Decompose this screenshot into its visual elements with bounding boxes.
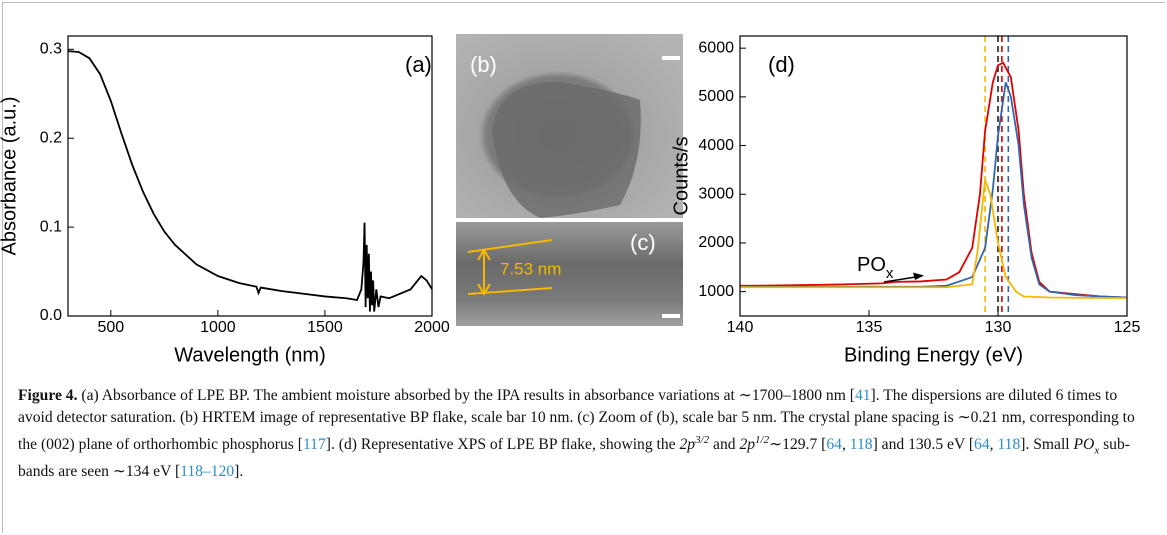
caption: Figure 4. (a) Absorbance of LPE BP. The … [18, 385, 1143, 483]
caption-link[interactable]: 64 [974, 436, 990, 454]
y-tick-label: 0.1 [40, 218, 62, 235]
caption-normal: ]. (d) Representative XPS of LPE BP flak… [325, 436, 680, 454]
y-tick-label: 0.0 [40, 307, 62, 324]
caption-italic: 2p [739, 436, 756, 454]
y-axis-title: Absorbance (a.u.) [0, 97, 20, 256]
caption-italic: 2p [679, 436, 696, 454]
panel-label: (d) [768, 52, 795, 77]
caption-sup: 1/2 [755, 434, 770, 446]
caption-normal: ] and 130.5 eV [ [872, 436, 975, 454]
y-tick-label: 0.2 [40, 129, 62, 146]
panel-label: (c) [630, 230, 656, 255]
panel-label: (b) [470, 52, 497, 77]
flake [492, 81, 641, 218]
caption-italic: PO [1073, 436, 1095, 454]
scale-bar [662, 56, 680, 60]
caption-bold: Figure 4. [18, 387, 78, 404]
caption-normal: sub-bands are seen ∼134 eV [ [18, 436, 1130, 481]
caption-normal: ]. [234, 463, 244, 481]
scale-bar [662, 314, 680, 318]
y-tick-label: 5000 [698, 88, 734, 105]
x-tick-label: 135 [856, 319, 883, 336]
data-line [739, 61, 1128, 299]
caption-link[interactable]: 118 [849, 436, 873, 454]
caption-link[interactable]: 118–120 [180, 463, 235, 481]
x-axis-title: Wavelength (nm) [174, 344, 326, 366]
panel-label: (a) [405, 52, 432, 77]
y-tick-label: 4000 [698, 137, 734, 154]
arrow-heads [477, 248, 491, 296]
caption-normal: , [989, 436, 998, 454]
caption-normal: ∼129.7 [ [769, 436, 827, 454]
caption-link[interactable]: 41 [854, 387, 871, 404]
plot-frame [67, 35, 433, 317]
y-tick-label: 3000 [698, 185, 734, 202]
x-axis-title: Binding Energy (eV) [844, 344, 1023, 366]
x-tick-label: 125 [1114, 319, 1141, 336]
y-axis-title: Counts/s [670, 137, 692, 216]
caption-link[interactable]: 118 [997, 436, 1021, 454]
x-tick-label: 1500 [307, 319, 343, 336]
y-tick-label: 6000 [698, 39, 734, 56]
fringe-edge [467, 239, 553, 253]
figure: (b) (c) 7.53 nm 0.0 0.1 0.2 0.3 500 1000 1500 2… [0, 34, 1141, 366]
annotation: POx [857, 254, 894, 282]
caption-normal: ]. Small [1020, 436, 1074, 454]
data-line [740, 81, 1128, 299]
spacing-label: 7.53 nm [500, 259, 561, 278]
annotation-arrowhead [913, 272, 924, 280]
y-tick-label: 0.3 [40, 41, 62, 58]
y-tick-label: 1000 [698, 283, 734, 300]
caption-link[interactable]: 64 [826, 436, 842, 454]
caption-link[interactable]: 117 [302, 436, 326, 454]
x-tick-label: 2000 [414, 319, 450, 336]
plot-frame [739, 35, 1128, 317]
data-line [740, 179, 1127, 299]
data-line [67, 50, 433, 312]
annotation-subscript: x [886, 265, 894, 282]
x-tick-label: 130 [985, 319, 1012, 336]
caption-normal: , [841, 436, 850, 454]
caption-normal: and [709, 436, 740, 454]
fringe-edge [467, 287, 553, 295]
caption-sub: x [1094, 444, 1100, 457]
caption-normal: (a) Absorbance of LPE BP. The ambient mo… [77, 387, 855, 404]
y-tick-label: 2000 [698, 234, 734, 251]
x-tick-label: 500 [97, 319, 124, 336]
x-tick-label: 140 [727, 319, 754, 336]
caption-sup: 3/2 [695, 434, 710, 446]
caption-normal: ]. The dispersions are diluted 6 times t… [18, 387, 1135, 454]
x-tick-label: 1000 [200, 319, 236, 336]
hrtem-image [456, 222, 683, 326]
annotation-text: PO [857, 254, 886, 276]
